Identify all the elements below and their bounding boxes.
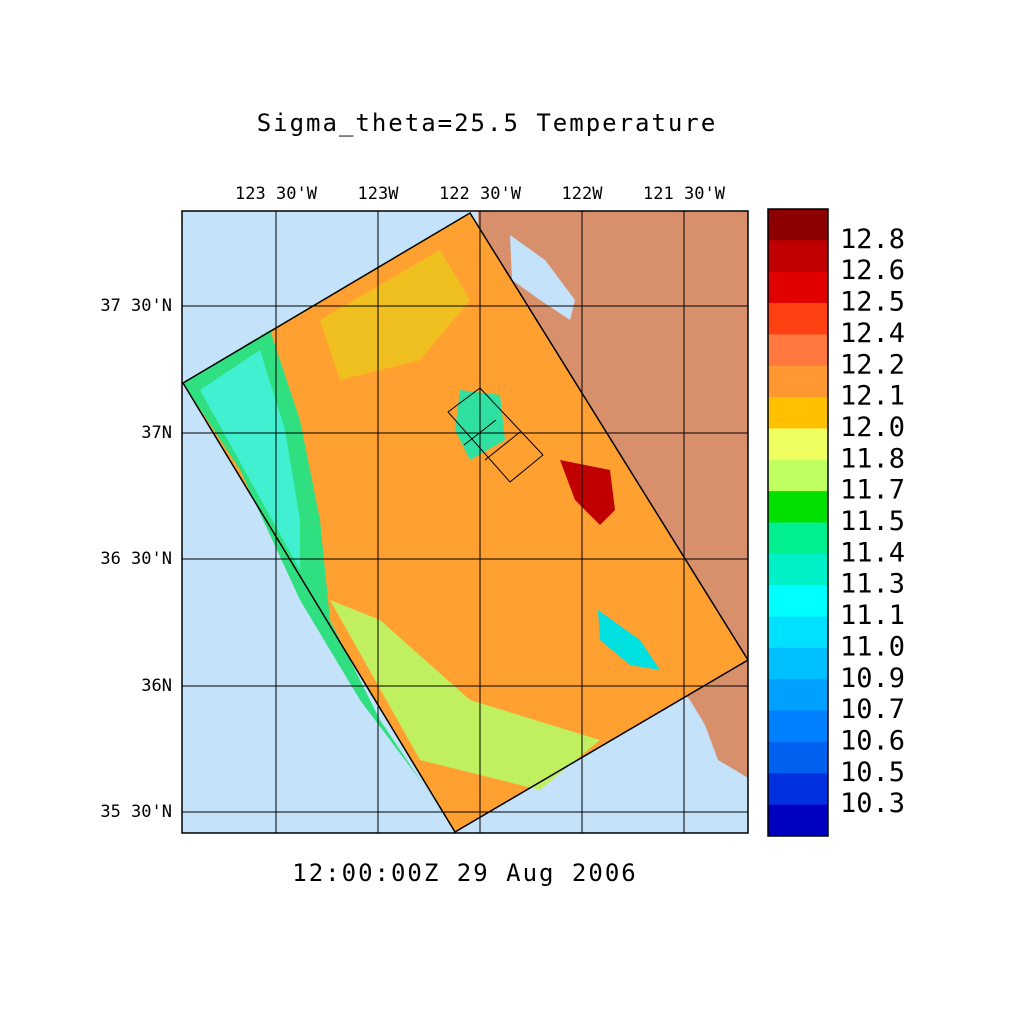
colorbar-label: 12.8 xyxy=(840,224,905,255)
map-frame xyxy=(181,210,749,834)
colorbar-band xyxy=(768,553,828,586)
map-title: Sigma_theta=25.5 Temperature xyxy=(257,109,718,137)
lon-tick-label: 121 30'W xyxy=(643,184,726,204)
lon-tick-label: 123W xyxy=(358,184,400,204)
colorbar-band xyxy=(768,428,828,461)
colorbar-label: 11.8 xyxy=(840,443,905,474)
colorbar-band xyxy=(768,397,828,429)
colorbar-band xyxy=(768,616,828,649)
lat-tick-label: 37N xyxy=(141,423,172,443)
colorbar-label: 12.4 xyxy=(840,318,905,349)
colorbar-frame xyxy=(767,208,829,837)
lon-tick-label: 122 30'W xyxy=(439,184,522,204)
cool-core xyxy=(200,350,300,570)
colorbar-label: 10.5 xyxy=(840,757,905,788)
lon-tick-label: 122W xyxy=(562,184,604,204)
colorbar-label: 10.7 xyxy=(840,694,905,725)
map-area xyxy=(182,211,748,833)
colorbar-label: 12.0 xyxy=(840,412,905,443)
graticule: 123 30'W 123W 122 30'W 122W 121 30'W 37 30'N 3… xyxy=(100,184,748,833)
colorbar-band xyxy=(768,459,828,492)
lat-tick-label: 35 30'N xyxy=(100,802,172,822)
colorbar-band xyxy=(768,585,828,618)
colorbar-label: 11.5 xyxy=(840,506,905,537)
upwelling xyxy=(598,610,660,670)
colorbar-label: 11.7 xyxy=(840,475,905,506)
colorbar-band xyxy=(768,647,828,680)
colorbar-label: 12.1 xyxy=(840,381,905,412)
colorbar-band xyxy=(768,710,828,743)
colorbar-band xyxy=(768,804,828,837)
lat-tick-label: 36N xyxy=(141,676,172,696)
lon-tick-label: 123 30'W xyxy=(235,184,318,204)
colorbar-label: 11.1 xyxy=(840,600,905,631)
time-label: 12:00:00Z 29 Aug 2006 xyxy=(292,859,637,887)
colorbar-label: 12.5 xyxy=(840,287,905,318)
colorbar-band xyxy=(768,365,828,398)
colorbar-band xyxy=(768,741,828,774)
colorbar-label: 12.2 xyxy=(840,349,905,380)
colorbar-band xyxy=(768,271,828,304)
warm-patch xyxy=(320,250,470,380)
colorbar-band xyxy=(768,240,828,273)
inner-box xyxy=(447,387,544,483)
colorbar-band xyxy=(768,209,828,241)
colorbar-label: 11.0 xyxy=(840,631,905,662)
mid-band xyxy=(330,600,600,790)
colorbar-band xyxy=(768,303,828,335)
colorbar-label: 11.3 xyxy=(840,569,905,600)
colorbar-band xyxy=(768,773,828,806)
lat-tick-label: 37 30'N xyxy=(100,296,172,316)
colorbar: 12.812.612.512.412.212.112.011.811.711.5… xyxy=(767,208,905,837)
lat-tick-label: 36 30'N xyxy=(100,549,172,569)
colorbar-label: 10.3 xyxy=(840,788,905,819)
colorbar-band xyxy=(768,491,828,523)
domain-outline xyxy=(182,211,748,833)
colorbar-band xyxy=(768,522,828,555)
colorbar-label: 12.6 xyxy=(840,255,905,286)
colorbar-band xyxy=(768,334,828,367)
inner-box-line xyxy=(484,431,521,461)
colorbar-label: 10.9 xyxy=(840,663,905,694)
model-domain xyxy=(183,213,748,832)
colorbar-band xyxy=(768,679,828,712)
colorbar-label: 11.4 xyxy=(840,537,905,568)
colorbar-label: 10.6 xyxy=(840,725,905,756)
warm-core xyxy=(560,460,615,525)
bay xyxy=(510,235,575,320)
